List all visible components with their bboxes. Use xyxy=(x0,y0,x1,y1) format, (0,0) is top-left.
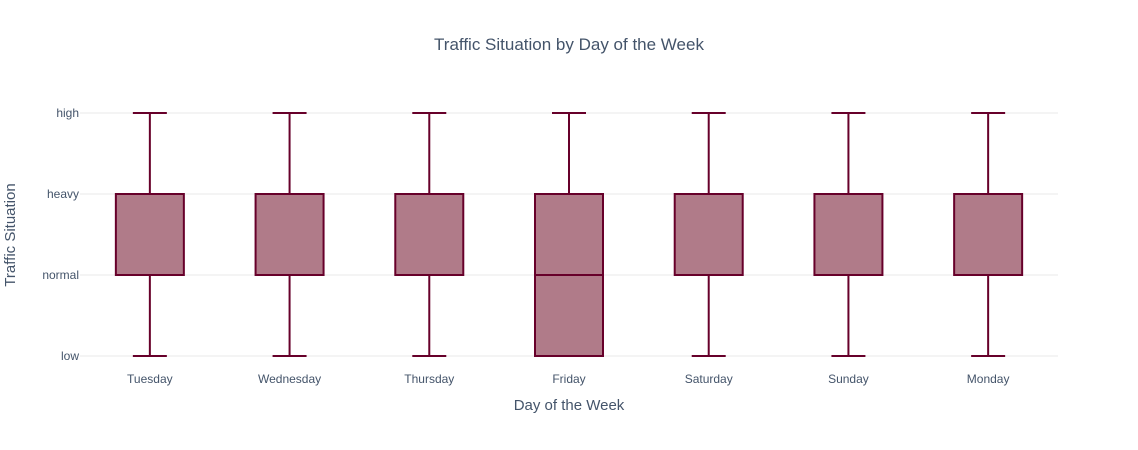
y-axis-ticks: low normal heavy high xyxy=(42,106,79,363)
x-tick-label-saturday: Saturday xyxy=(685,372,733,386)
iqr-box xyxy=(254,193,325,276)
box-friday xyxy=(534,112,604,357)
iqr-box xyxy=(953,193,1024,276)
iqr-box xyxy=(813,193,884,276)
box-wednesday xyxy=(254,112,325,357)
box-thursday xyxy=(394,112,465,357)
x-tick-label-thursday: Thursday xyxy=(404,372,454,386)
x-tick-label-friday: Friday xyxy=(552,372,585,386)
x-axis-ticks: Tuesday Wednesday Thursday Friday Saturday Su… xyxy=(127,372,1009,386)
x-tick-label-wednesday: Wednesday xyxy=(258,372,321,386)
y-tick-label-normal: normal xyxy=(42,268,79,282)
x-tick-label-sunday: Sunday xyxy=(828,372,869,386)
iqr-box xyxy=(673,193,744,276)
iqr-box xyxy=(394,193,465,276)
box-tuesday xyxy=(114,112,185,357)
iqr-box xyxy=(114,193,185,276)
y-tick-label-heavy: heavy xyxy=(47,187,79,201)
x-tick-label-monday: Monday xyxy=(967,372,1010,386)
box-saturday xyxy=(673,112,744,357)
y-axis-title: Traffic Situation xyxy=(2,183,19,286)
chart-title: Traffic Situation by Day of the Week xyxy=(434,35,704,54)
x-tick-label-tuesday: Tuesday xyxy=(127,372,173,386)
y-tick-label-high: high xyxy=(56,106,79,120)
y-tick-label-low: low xyxy=(61,349,79,363)
box-sunday xyxy=(813,112,884,357)
x-axis-title: Day of the Week xyxy=(514,397,625,414)
boxes xyxy=(114,112,1024,357)
box-monday xyxy=(953,112,1024,357)
